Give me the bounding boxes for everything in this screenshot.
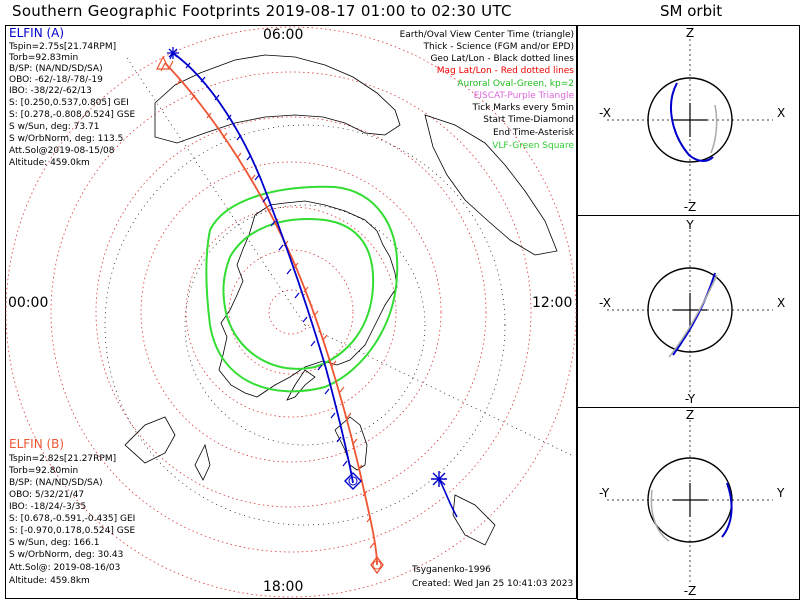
elfin-b-line: S: [-0.970,0.178,0.524] GSE — [9, 526, 135, 536]
elfin-b-line: S w/OrbNorm, deg: 30.43 — [9, 550, 123, 560]
axis-label: -Z — [684, 200, 697, 214]
elfin-b-line: Altitude: 459.8km — [9, 576, 90, 586]
elfin-b-line: B/SP: (NA/ND/SD/SA) — [9, 478, 103, 488]
elfin-b-name: ELFIN (B) — [9, 437, 64, 451]
axis-label: X — [777, 106, 785, 120]
elfin-b-line: OBO: 5/32/21/47 — [9, 490, 84, 500]
elfin-a-line: S: [0.250,0.537,0.805] GEI — [9, 98, 129, 108]
axis-label: -X — [599, 296, 611, 310]
elfin-b-line: IBO: -18/24/-3/35 — [9, 502, 86, 512]
elfin-a-line: B/SP: (NA/ND/SD/SA) — [9, 64, 103, 74]
geo-lat-lon-grid — [104, 54, 572, 526]
legend-item: Thick - Science (FGM and/or EPD) — [423, 42, 574, 52]
legend-item: EISCAT-Purple Triangle — [474, 91, 575, 101]
elfin-b-line: Torb=92.80min — [8, 466, 78, 476]
elfin-a-line: Altitude: 459.0km — [9, 158, 90, 168]
sm-panel-xz: Z -Z -X X — [577, 25, 800, 216]
elfin-a-line: Tspin=2.75s[21.74RPM] — [8, 42, 116, 52]
elfin-b-start-triangle-icon — [156, 55, 170, 70]
axis-label: X — [777, 296, 785, 310]
legend-item: Auroral Oval-Green, kp=2 — [457, 79, 574, 89]
legend-item: VLF-Green Square — [492, 141, 574, 151]
elfin-a-line: S: [0.278,-0.808,0.524] GSE — [9, 110, 135, 120]
elfin-a-name: ELFIN (A) — [9, 26, 64, 40]
elfin-a-line: Att.Sol@2019-08-15/08 — [9, 146, 115, 156]
elfin-a-track — [167, 47, 362, 490]
axis-label: Z — [686, 408, 694, 422]
elfin-a-line: OBO: -62/-18/-78/-19 — [9, 75, 103, 85]
elfin-b-track — [156, 55, 384, 575]
legend-item: Earth/Oval View Center Time (triangle) — [400, 30, 574, 40]
axis-label: Z — [686, 26, 694, 40]
asterisk-marker-icon — [431, 471, 447, 487]
legend-item: Start Time-Diamond — [483, 115, 574, 125]
elfin-b-line: Tspin=2.82s[21.27RPM] — [8, 454, 116, 464]
created-timestamp: Created: Wed Jan 25 10:41:03 2023 — [412, 579, 573, 589]
time-label-left: 00:00 — [8, 295, 48, 311]
legend-item: Tick Marks every 5min — [472, 103, 574, 113]
elfin-a-info: ELFIN (A) Tspin=2.75s[21.74RPM] Torb=92.… — [8, 26, 135, 168]
axis-label: -Y — [685, 392, 696, 406]
axis-label: Y — [685, 218, 694, 232]
legend-item: Mag Lat/Lon - Red dotted lines — [437, 66, 575, 76]
sm-orbit-title: SM orbit — [660, 2, 723, 20]
auroral-oval — [205, 185, 399, 393]
map-frame — [5, 25, 577, 599]
axis-label: -Z — [684, 584, 697, 598]
secondary-footprint-segment — [431, 471, 458, 518]
axis-label: -X — [599, 106, 611, 120]
elfin-b-line: S: [0.678,-0.591,-0.435] GEI — [9, 514, 135, 524]
legend-item: End Time-Asterisk — [493, 128, 575, 138]
time-label-top: 06:00 — [263, 27, 303, 43]
elfin-b-info: ELFIN (B) Tspin=2.82s[21.27RPM] Torb=92.… — [8, 437, 135, 586]
elfin-b-line: Att.Sol@: 2019-08-16/03 — [9, 563, 120, 573]
axis-label: -Y — [599, 486, 610, 500]
elfin-a-line: Torb=92.83min — [8, 53, 78, 63]
sm-orbit-panels: Z -Z -X X Y -Y -X X Z -Z -Y Y — [577, 25, 800, 600]
legend-item: Geo Lat/Lon - Black dotted lines — [430, 54, 574, 64]
sm-panel-yz: Z -Z -Y Y — [577, 407, 800, 600]
page-title: Southern Geographic Footprints 2019-08-1… — [12, 2, 512, 20]
footprint-map[interactable]: 06:00 00:00 12:00 18:00 ELFIN (A) Tspin=… — [5, 25, 577, 599]
elfin-a-line: S w/OrbNorm, deg: 113.5 — [9, 134, 123, 144]
axis-label: Y — [776, 486, 785, 500]
elfin-a-line: IBO: -38/22/-62/13 — [9, 86, 92, 96]
time-label-right: 12:00 — [532, 295, 572, 311]
time-label-bottom: 18:00 — [263, 579, 303, 595]
elfin-b-end-diamond-icon — [370, 555, 384, 575]
legend: Earth/Oval View Center Time (triangle) T… — [400, 30, 575, 151]
sm-panel-xy: Y -Y -X X — [577, 215, 800, 408]
elfin-a-end-diamond-icon — [344, 472, 362, 490]
elfin-a-start-asterisk-icon — [167, 47, 179, 59]
elfin-a-line: S w/Sun, deg: 73.71 — [9, 122, 99, 132]
model-credit: Tsyganenko-1996 — [411, 565, 491, 575]
elfin-b-line: S w/Sun, deg: 166.1 — [9, 538, 99, 548]
